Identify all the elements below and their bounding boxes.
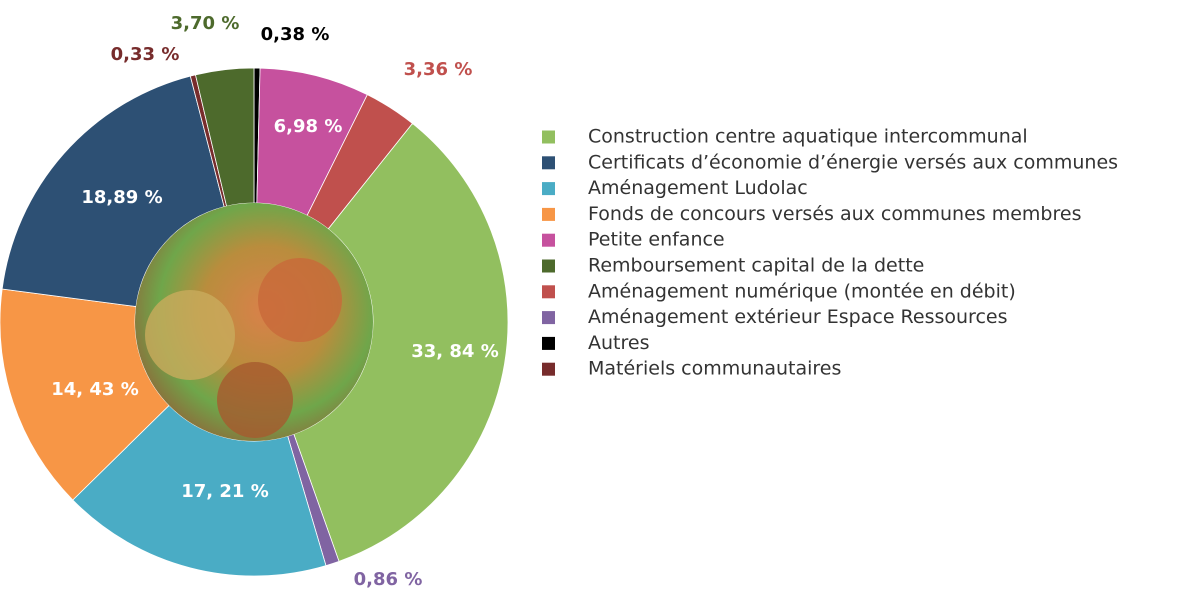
legend-label: Certificats d’économie d’énergie versés … <box>588 151 1118 173</box>
legend-label: Autres <box>588 332 649 354</box>
legend-swatch <box>542 130 555 144</box>
legend-swatch <box>542 285 555 299</box>
legend-label: Aménagement extérieur Espace Ressources <box>588 306 1007 328</box>
value-label: 0,86 % <box>354 569 423 590</box>
legend-label: Petite enfance <box>588 229 725 251</box>
legend-swatch <box>542 336 555 350</box>
slice <box>72 404 327 577</box>
legend-swatch <box>542 156 555 170</box>
legend-label: Fonds de concours versés aux communes me… <box>588 203 1081 225</box>
value-label: 6,98 % <box>274 116 343 137</box>
legend-label: Aménagement Ludolac <box>588 177 808 199</box>
legend-swatch <box>542 259 555 273</box>
slice <box>0 288 170 501</box>
legend-label: Remboursement capital de la dette <box>588 255 924 277</box>
legend-swatch <box>542 362 555 376</box>
coin <box>217 362 293 438</box>
value-label: 3,36 % <box>404 59 473 80</box>
legend-swatch <box>542 233 555 247</box>
coin <box>145 290 235 380</box>
value-label: 0,38 % <box>261 24 330 45</box>
legend-label: Construction centre aquatique intercommu… <box>588 126 1028 148</box>
value-label: 0,33 % <box>111 44 180 65</box>
legend-label: Matériels communautaires <box>588 358 841 380</box>
legend-swatch <box>542 311 555 325</box>
legend-label: Aménagement numérique (montée en débit) <box>588 280 1016 302</box>
value-label: 18,89 % <box>81 187 162 208</box>
value-label: 17, 21 % <box>181 481 269 502</box>
value-label: 14, 43 % <box>51 379 139 400</box>
value-label: 33, 84 % <box>411 341 499 362</box>
coin <box>258 258 342 342</box>
legend-swatch <box>542 207 555 221</box>
value-label: 3,70 % <box>171 13 240 34</box>
legend-swatch <box>542 182 555 196</box>
